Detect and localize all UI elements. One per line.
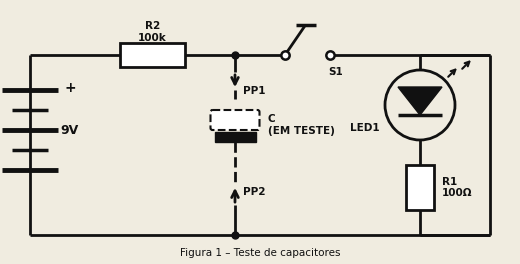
Text: PP2: PP2 (243, 187, 266, 197)
FancyBboxPatch shape (406, 165, 434, 210)
FancyBboxPatch shape (215, 132, 255, 142)
Text: C
(EM TESTE): C (EM TESTE) (267, 114, 334, 136)
Text: R1
100Ω: R1 100Ω (442, 177, 473, 198)
Text: Figura 1 – Teste de capacitores: Figura 1 – Teste de capacitores (180, 248, 340, 258)
Text: LED1: LED1 (350, 123, 380, 133)
Text: PP1: PP1 (243, 86, 266, 96)
Polygon shape (398, 87, 442, 115)
Text: S1: S1 (328, 67, 343, 77)
FancyBboxPatch shape (211, 110, 259, 130)
Text: +: + (65, 81, 76, 95)
Text: R2
100k: R2 100k (138, 21, 167, 43)
FancyBboxPatch shape (120, 43, 185, 67)
Text: 9V: 9V (60, 124, 78, 136)
